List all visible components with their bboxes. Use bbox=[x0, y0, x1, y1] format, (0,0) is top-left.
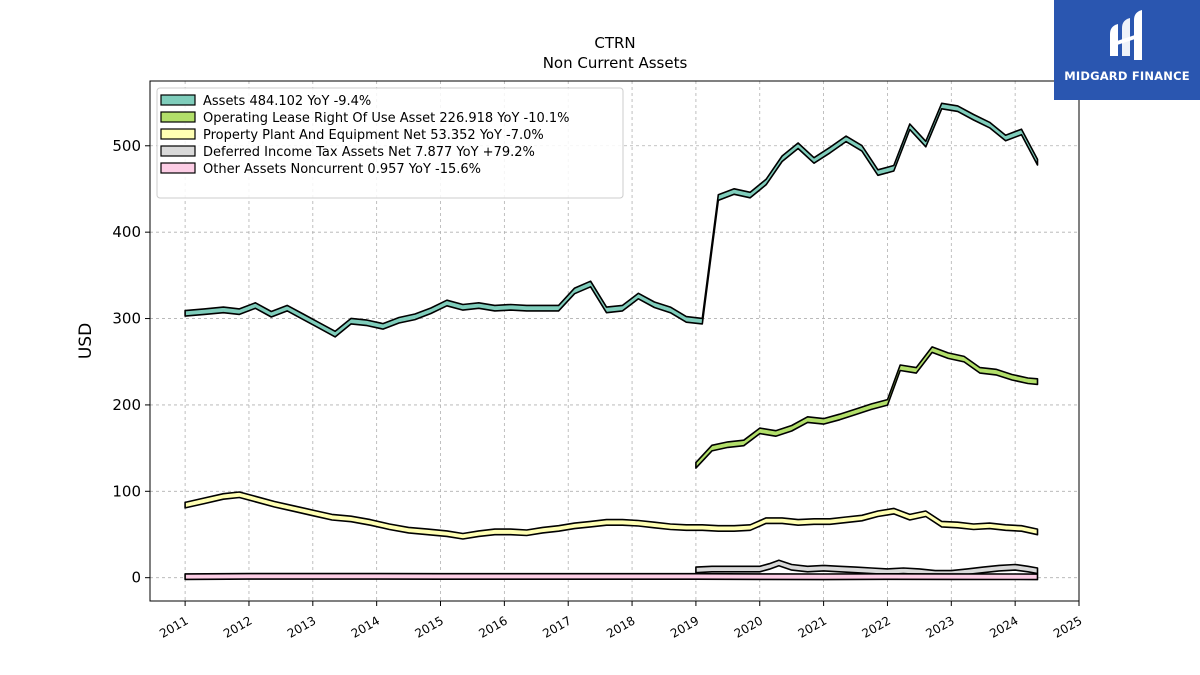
x-tick-label: 2014 bbox=[349, 613, 382, 640]
x-tick-label: 2018 bbox=[604, 613, 637, 640]
x-tick-label: 2016 bbox=[476, 613, 509, 640]
x-tick-label: 2015 bbox=[413, 613, 446, 640]
y-tick-label: 0 bbox=[131, 569, 141, 587]
series-operating-lease-right-of-use-asset bbox=[695, 346, 1039, 469]
legend-entry[interactable]: Operating Lease Right Of Use Asset 226.9… bbox=[203, 111, 570, 126]
legend-entry[interactable]: Deferred Income Tax Assets Net 7.877 YoY… bbox=[203, 145, 535, 160]
chart-subtitle: Non Current Assets bbox=[543, 54, 688, 72]
x-tick-label: 2021 bbox=[796, 613, 829, 640]
legend-entry[interactable]: Property Plant And Equipment Net 53.352 … bbox=[203, 128, 544, 143]
x-tick-label: 2025 bbox=[1051, 613, 1084, 640]
x-tick-label: 2011 bbox=[157, 613, 190, 640]
x-tick-label: 2012 bbox=[221, 613, 254, 640]
series-layer bbox=[184, 102, 1039, 581]
plot-frame bbox=[149, 80, 1080, 602]
x-tick-label: 2017 bbox=[540, 613, 573, 640]
y-tick-label: 300 bbox=[112, 310, 141, 328]
brand-logo: MIDGARD FINANCE bbox=[1054, 0, 1200, 100]
y-tick-label: 400 bbox=[112, 223, 141, 241]
legend[interactable]: Assets 484.102 YoY -9.4% Operating Lease … bbox=[156, 87, 624, 199]
legend-swatch bbox=[160, 128, 196, 140]
x-tick-label: 2022 bbox=[859, 613, 892, 640]
axes: 0 100 200 300 400 500 2011 2012 2013 2014 2015 2016… bbox=[112, 137, 1084, 641]
legend-entry[interactable]: Assets 484.102 YoY -9.4% bbox=[203, 94, 371, 109]
x-tick-label: 2023 bbox=[923, 613, 956, 640]
x-tick-label: 2019 bbox=[668, 613, 701, 640]
legend-box bbox=[156, 87, 624, 199]
legend-swatch bbox=[160, 145, 196, 157]
chart-title: CTRN bbox=[594, 34, 635, 52]
series-assets bbox=[184, 102, 1039, 338]
y-tick-label: 200 bbox=[112, 396, 141, 414]
brand-name: MIDGARD FINANCE bbox=[1064, 69, 1190, 83]
y-tick-label: 500 bbox=[112, 137, 141, 155]
legend-swatch bbox=[160, 94, 196, 106]
legend-swatch bbox=[160, 162, 196, 174]
x-tick-label: 2013 bbox=[285, 613, 318, 640]
legend-swatch bbox=[160, 111, 196, 123]
y-axis-label: USD bbox=[76, 323, 96, 359]
legend-entry[interactable]: Other Assets Noncurrent 0.957 YoY -15.6% bbox=[203, 162, 481, 177]
y-tick-label: 100 bbox=[112, 482, 141, 500]
x-tick-label: 2024 bbox=[987, 613, 1020, 640]
brand-logo-icon bbox=[1110, 10, 1142, 60]
series-other-assets-noncurrent bbox=[184, 572, 1039, 581]
series-property-plant-and-equipment-net bbox=[184, 491, 1039, 540]
x-tick-label: 2020 bbox=[732, 613, 765, 640]
